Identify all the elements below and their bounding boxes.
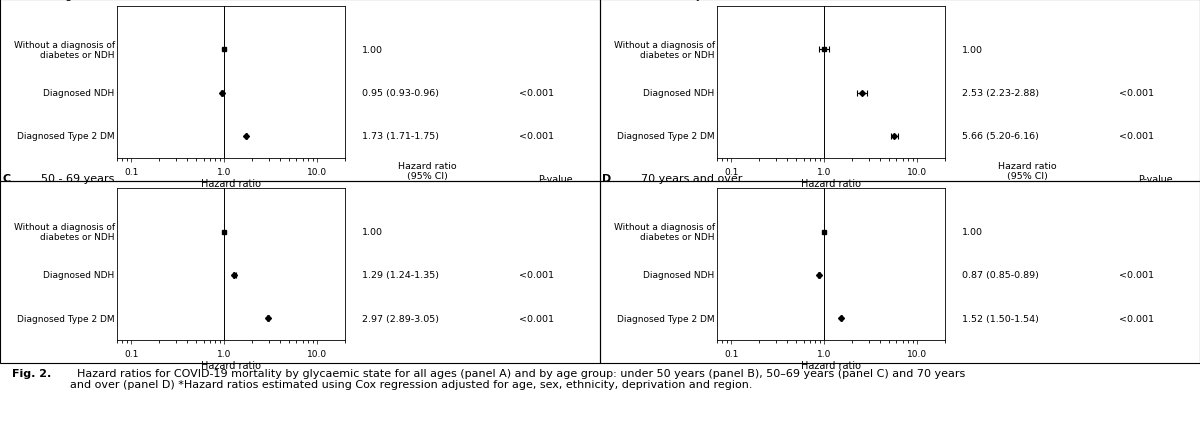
Text: Diagnosed NDH: Diagnosed NDH [643,89,715,98]
Text: Without a diagnosis of
diabetes or NDH: Without a diagnosis of diabetes or NDH [13,41,115,60]
Text: <0.001: <0.001 [1120,132,1154,141]
Text: Diagnosed Type 2 DM: Diagnosed Type 2 DM [17,314,115,323]
Text: Without a diagnosis of
diabetes or NDH: Without a diagnosis of diabetes or NDH [613,41,715,60]
Text: 1.29 (1.24-1.35): 1.29 (1.24-1.35) [361,271,438,280]
Text: 50 - 69 years: 50 - 69 years [41,173,114,183]
Text: Under 50 years: Under 50 years [641,0,726,1]
Text: P-value: P-value [538,0,572,1]
Text: 2.97 (2.89-3.05): 2.97 (2.89-3.05) [361,314,438,323]
Text: 1.00: 1.00 [961,228,983,237]
Text: Without a diagnosis of
diabetes or NDH: Without a diagnosis of diabetes or NDH [613,223,715,242]
X-axis label: Hazard ratio: Hazard ratio [202,360,262,371]
X-axis label: Hazard ratio: Hazard ratio [202,179,262,189]
Text: 1.00: 1.00 [361,46,383,55]
Text: Diagnosed Type 2 DM: Diagnosed Type 2 DM [17,132,115,141]
Text: 70 years and over: 70 years and over [641,173,743,183]
Text: A: A [2,0,11,1]
Text: Diagnosed NDH: Diagnosed NDH [643,271,715,280]
Text: 0.95 (0.93-0.96): 0.95 (0.93-0.96) [361,89,438,98]
Text: Fig. 2.: Fig. 2. [12,368,52,378]
Text: <0.001: <0.001 [520,89,554,98]
X-axis label: Hazard ratio: Hazard ratio [802,360,862,371]
Text: P-value: P-value [1138,0,1172,1]
Text: P-value: P-value [1138,174,1172,183]
X-axis label: Hazard ratio: Hazard ratio [802,179,862,189]
Text: All ages: All ages [41,0,85,1]
Text: <0.001: <0.001 [1120,89,1154,98]
Text: 1.52 (1.50-1.54): 1.52 (1.50-1.54) [961,314,1038,323]
Text: <0.001: <0.001 [520,132,554,141]
Text: Diagnosed NDH: Diagnosed NDH [43,271,115,280]
Text: 1.73 (1.71-1.75): 1.73 (1.71-1.75) [361,132,438,141]
Text: B: B [602,0,611,1]
Text: Without a diagnosis of
diabetes or NDH: Without a diagnosis of diabetes or NDH [13,223,115,242]
Text: 1.00: 1.00 [961,46,983,55]
Text: <0.001: <0.001 [1120,271,1154,280]
Text: 2.53 (2.23-2.88): 2.53 (2.23-2.88) [961,89,1039,98]
Text: <0.001: <0.001 [520,271,554,280]
Text: Diagnosed NDH: Diagnosed NDH [43,89,115,98]
Text: Diagnosed Type 2 DM: Diagnosed Type 2 DM [617,132,715,141]
Text: P-value: P-value [538,174,572,183]
Text: C: C [2,173,11,183]
Text: 1.00: 1.00 [361,228,383,237]
Text: 0.87 (0.85-0.89): 0.87 (0.85-0.89) [961,271,1038,280]
Text: Diagnosed Type 2 DM: Diagnosed Type 2 DM [617,314,715,323]
Text: D: D [602,173,612,183]
Text: 5.66 (5.20-6.16): 5.66 (5.20-6.16) [961,132,1038,141]
Text: Hazard ratio
(95% CI): Hazard ratio (95% CI) [398,161,457,180]
Text: <0.001: <0.001 [520,314,554,323]
Text: <0.001: <0.001 [1120,314,1154,323]
Text: Hazard ratios for COVID-19 mortality by glycaemic state for all ages (panel A) a: Hazard ratios for COVID-19 mortality by … [70,368,965,389]
Text: Hazard ratio
(95% CI): Hazard ratio (95% CI) [998,161,1057,180]
